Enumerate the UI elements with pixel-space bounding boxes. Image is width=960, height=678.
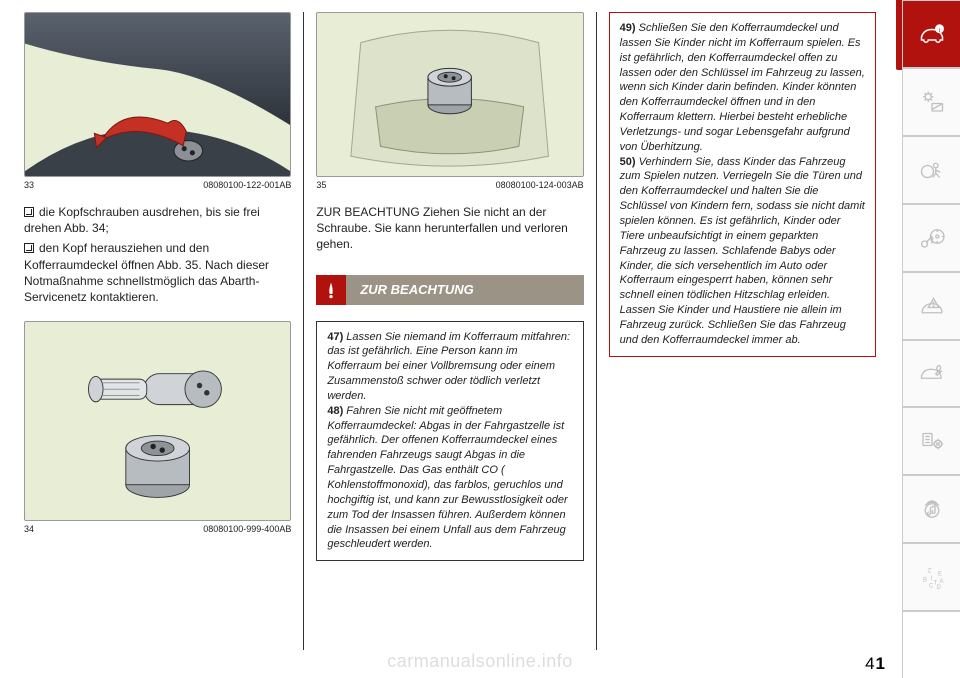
sidebar-tabs: i ZEBACDTI — [902, 0, 960, 678]
content-area: 33 08080100-122-001AB die Kopfschrauben … — [12, 12, 888, 650]
fig33-num: 33 — [24, 180, 34, 190]
maintenance-icon — [917, 358, 947, 388]
col2-para-text: ZUR BEACHTUNG Ziehen Sie nicht an der Sc… — [316, 204, 583, 253]
svg-text:Z: Z — [927, 569, 931, 575]
page-ones: 1 — [876, 654, 886, 673]
car-info-icon: i — [917, 19, 947, 49]
fig35-num: 35 — [316, 180, 326, 190]
svg-text:B: B — [923, 578, 927, 584]
tab-maintenance[interactable] — [902, 340, 960, 408]
warning-label: ZUR BEACHTUNG — [360, 282, 473, 297]
fig34-illustration — [33, 330, 282, 512]
tab-specs[interactable] — [902, 407, 960, 475]
svg-text:D: D — [936, 585, 941, 591]
fig35-code: 08080100-124-003AB — [496, 180, 584, 190]
column-3: 49) Schließen Sie den Kofferraumdeckel u… — [597, 12, 888, 650]
figure-34 — [24, 321, 291, 521]
red-note-box-49-50: 49) Schließen Sie den Kofferraumdeckel u… — [609, 12, 876, 357]
watermark: carmanualsonline.info — [387, 651, 573, 672]
note48-text: Fahren Sie nicht mit geöffnetem Kofferra… — [327, 405, 567, 551]
key-wheel-icon — [917, 223, 947, 253]
svg-text:E: E — [938, 572, 942, 578]
col1-text: die Kopfschrauben ausdrehen, bis sie fre… — [24, 204, 291, 309]
fig34-code: 08080100-999-400AB — [203, 524, 291, 534]
tab-safety[interactable] — [902, 136, 960, 204]
fig34-num: 34 — [24, 524, 34, 534]
tab-starting[interactable] — [902, 204, 960, 272]
svg-text:I: I — [930, 576, 932, 582]
bullet2-text: den Kopf herausziehen und den Kofferraum… — [24, 241, 269, 304]
svg-text:T: T — [933, 581, 937, 587]
manual-page: 33 08080100-122-001AB die Kopfschrauben … — [0, 0, 960, 678]
warning-icon — [316, 275, 346, 305]
note47-text: Lassen Sie niemand im Kofferraum mitfahr… — [327, 331, 570, 402]
tab-lights[interactable] — [902, 68, 960, 136]
note49-num: 49) — [620, 22, 636, 34]
column-2: 35 08080100-124-003AB ZUR BEACHTUNG Zieh… — [304, 12, 595, 650]
note47-num: 47) — [327, 331, 343, 343]
index-icon: ZEBACDTI — [917, 562, 947, 592]
tab-empty — [902, 611, 960, 678]
fig35-illustration — [317, 13, 582, 176]
bullet-icon — [24, 207, 34, 217]
airbag-icon — [917, 155, 947, 185]
tab-warning[interactable] — [902, 272, 960, 340]
note-box-47-48: 47) Lassen Sie niemand im Kofferraum mit… — [316, 321, 583, 562]
svg-text:A: A — [939, 579, 943, 585]
column-1: 33 08080100-122-001AB die Kopfschrauben … — [12, 12, 303, 650]
fig33-code: 08080100-122-001AB — [203, 180, 291, 190]
tab-index[interactable]: ZEBACDTI — [902, 543, 960, 611]
page-tens: 4 — [865, 654, 875, 673]
svg-text:i: i — [938, 27, 940, 34]
fig33-illustration — [25, 13, 290, 177]
multimedia-icon — [917, 494, 947, 524]
note50-num: 50) — [620, 156, 636, 168]
figure-33-caption: 33 08080100-122-001AB — [24, 180, 291, 190]
figure-34-caption: 34 08080100-999-400AB — [24, 524, 291, 534]
hazard-icon — [917, 291, 947, 321]
specs-icon — [917, 426, 947, 456]
tab-vehicle-info[interactable]: i — [902, 0, 960, 68]
bullet-icon — [24, 243, 34, 253]
tab-multimedia[interactable] — [902, 475, 960, 543]
note49-text: Schließen Sie den Kofferraumdeckel und l… — [620, 22, 865, 153]
figure-35-caption: 35 08080100-124-003AB — [316, 180, 583, 190]
note48-num: 48) — [327, 405, 343, 417]
col2-para: ZUR BEACHTUNG Ziehen Sie nicht an der Sc… — [316, 204, 583, 257]
note50-text: Verhindern Sie, dass Kinder das Fahrzeug… — [620, 156, 865, 346]
bullet1-text: die Kopfschrauben ausdrehen, bis sie fre… — [24, 205, 260, 235]
figure-33 — [24, 12, 291, 177]
figure-35 — [316, 12, 583, 177]
page-number: 41 — [865, 654, 886, 674]
warning-bar: ZUR BEACHTUNG — [316, 275, 583, 305]
lights-icon — [917, 87, 947, 117]
